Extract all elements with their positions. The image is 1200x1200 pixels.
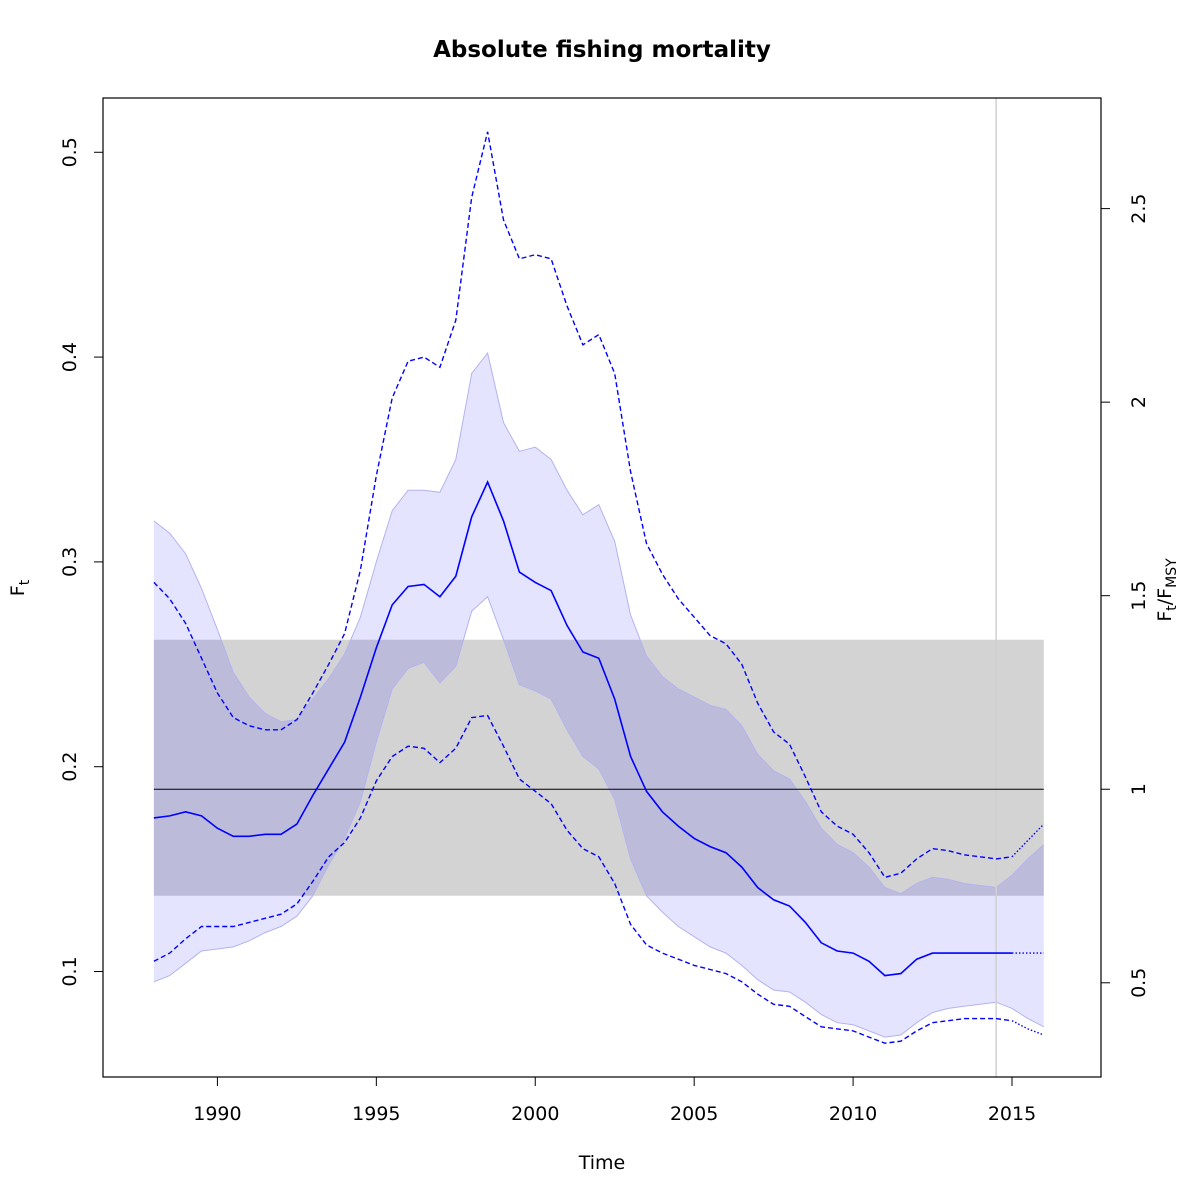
y-tick-label: 0.2 (59, 752, 81, 782)
right-y-tick-label: 1 (1128, 783, 1150, 795)
x-tick-label: 2010 (829, 1103, 877, 1125)
y-axis-label-sub: t (17, 579, 33, 585)
y-tick-label: 0.5 (59, 137, 81, 167)
x-tick-label: 2000 (511, 1103, 559, 1125)
right-axis-label: Ft/FMSY (1154, 558, 1180, 622)
right-y-tick-label: 2 (1128, 396, 1150, 408)
y-tick-label: 0.1 (59, 956, 81, 986)
axes: 1990 1995 2000 2005 2010 2015 0.1 0.2 0.3 0.4 0.5 0… (59, 137, 1150, 1125)
right-axis-label-slash: / (1154, 598, 1176, 605)
x-tick-label: 2005 (670, 1103, 718, 1125)
plot-area (153, 98, 1045, 1077)
y-axis-label: Ft (7, 579, 33, 596)
pred-lower-line (153, 714, 1013, 1044)
right-axis-label-num-sub: t (1164, 605, 1180, 611)
x-tick-label: 2015 (988, 1103, 1036, 1125)
estimate-line (153, 479, 1012, 977)
right-axis-label-den-sub: MSY (1164, 558, 1180, 588)
ci-lower-line (153, 595, 1045, 1038)
chart-title: Absolute fishing mortality (433, 37, 771, 63)
right-axis-label-den: F (1154, 588, 1176, 599)
plot-frame (102, 97, 1102, 1078)
y-axis-label-main: F (7, 585, 29, 596)
x-tick-label: 1995 (352, 1103, 400, 1125)
right-y-tick-label: 1.5 (1128, 581, 1150, 611)
x-axis-label: Time (578, 1152, 626, 1174)
ci-ribbon-overlap (153, 639, 1044, 896)
right-y-tick-label: 2.5 (1128, 193, 1150, 223)
pred-lower-projection-line (1011, 1020, 1045, 1036)
pred-upper-line (153, 131, 1013, 879)
y-tick-label: 0.4 (59, 342, 81, 372)
y-tick-label: 0.3 (59, 547, 81, 577)
right-y-tick-label: 0.5 (1128, 968, 1150, 998)
x-tick-label: 1990 (193, 1103, 241, 1125)
ci-upper-line (153, 351, 1045, 895)
pred-upper-projection-line (1011, 823, 1045, 858)
right-axis-label-num: F (1154, 611, 1176, 622)
